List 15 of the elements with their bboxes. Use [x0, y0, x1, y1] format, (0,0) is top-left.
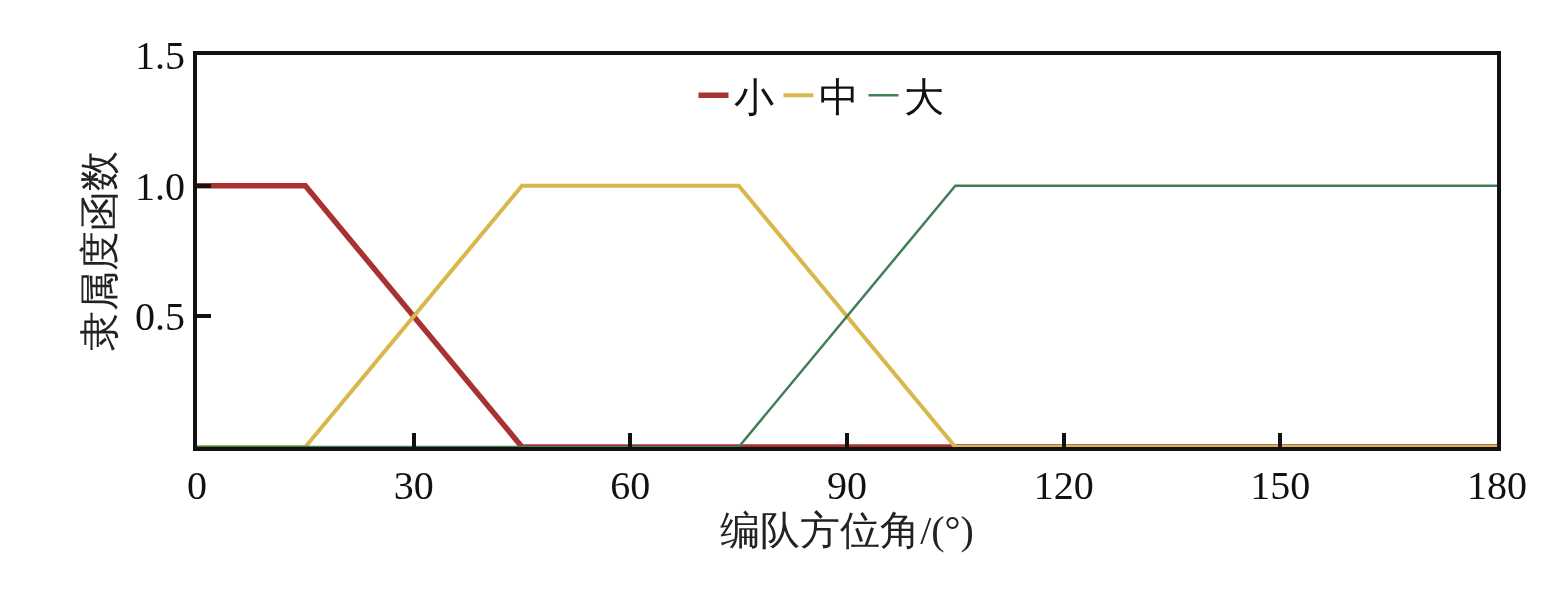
y-tick-label: 1.5: [135, 33, 185, 78]
y-tick-label: 1.0: [135, 163, 185, 209]
legend-label: 小: [733, 74, 774, 120]
legend-label: 大: [903, 74, 944, 120]
x-tick-label: 60: [610, 463, 651, 508]
x-tick-label: 30: [393, 463, 434, 508]
x-tick-label: 150: [1250, 463, 1311, 508]
y-axis-title: 隶属度函数: [77, 151, 122, 351]
x-tick-label: 90: [827, 463, 867, 508]
legend-label: 中: [818, 74, 859, 120]
x-tick-label: 0: [187, 463, 207, 508]
x-tick-label: 180: [1467, 463, 1527, 508]
x-axis-title: 编队方位角/(°): [720, 508, 974, 553]
x-tick-label: 120: [1033, 463, 1094, 508]
y-tick-label: 0.5: [135, 294, 185, 340]
